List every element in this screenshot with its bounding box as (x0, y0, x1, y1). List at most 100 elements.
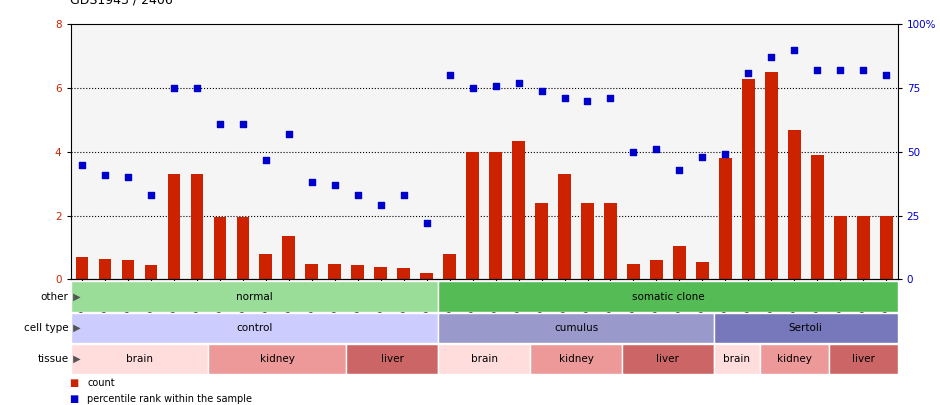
Point (465, 85, 480, 91)
Point (396, 192, 411, 198)
Bar (719, 158, 731, 279)
Bar (622, 344, 713, 374)
Point (718, 151, 733, 158)
Bar (213, 217, 227, 279)
Bar (713, 344, 760, 374)
Bar (742, 79, 755, 279)
Point (672, 166, 687, 173)
Text: ▶: ▶ (70, 292, 80, 302)
Bar (374, 266, 387, 279)
Point (833, 67, 848, 73)
Text: liver: liver (852, 354, 875, 364)
Bar (811, 155, 823, 279)
Bar (398, 268, 410, 279)
Bar (438, 344, 530, 374)
Point (351, 192, 366, 198)
Text: ▶: ▶ (70, 323, 80, 333)
Bar (581, 203, 594, 279)
Bar (604, 203, 617, 279)
Bar (788, 130, 801, 279)
Text: liver: liver (381, 354, 403, 364)
Bar (466, 152, 478, 279)
Point (98, 172, 113, 178)
Point (166, 85, 181, 91)
Bar (765, 72, 777, 279)
Bar (857, 215, 870, 279)
Point (258, 156, 274, 163)
Text: other: other (40, 292, 69, 302)
Bar (650, 260, 663, 279)
Text: ▶: ▶ (70, 354, 80, 364)
Point (695, 154, 710, 160)
Point (189, 85, 204, 91)
Bar (489, 152, 502, 279)
Bar (438, 281, 898, 312)
Point (373, 202, 388, 209)
Text: normal: normal (236, 292, 273, 302)
Point (327, 182, 342, 188)
Bar (209, 344, 346, 374)
Text: liver: liver (656, 354, 680, 364)
Bar (237, 217, 249, 279)
Bar (829, 344, 898, 374)
Bar (673, 246, 685, 279)
Point (534, 87, 549, 94)
Point (120, 174, 135, 181)
Point (557, 95, 572, 102)
Bar (99, 259, 111, 279)
Point (603, 95, 618, 102)
Bar (713, 313, 898, 343)
Bar (167, 174, 180, 279)
Bar (834, 215, 847, 279)
Bar (438, 313, 713, 343)
Bar (70, 344, 209, 374)
Text: tissue: tissue (38, 354, 69, 364)
Text: Sertoli: Sertoli (789, 323, 822, 333)
Point (879, 72, 894, 79)
Bar (121, 260, 134, 279)
Point (649, 146, 664, 153)
Bar (75, 257, 88, 279)
Bar (535, 203, 548, 279)
Bar (627, 264, 640, 279)
Text: cumulus: cumulus (554, 323, 598, 333)
Point (764, 54, 779, 61)
Point (74, 161, 89, 168)
Point (626, 149, 641, 155)
Bar (530, 344, 622, 374)
Bar (420, 273, 433, 279)
Text: GDS1943 / 2406: GDS1943 / 2406 (70, 0, 173, 6)
Text: brain: brain (126, 354, 153, 364)
Bar (352, 265, 364, 279)
Text: ■: ■ (70, 378, 83, 388)
Bar (259, 254, 272, 279)
Bar (191, 174, 203, 279)
Bar (558, 174, 571, 279)
Bar (760, 344, 829, 374)
Point (305, 179, 320, 186)
Point (281, 131, 296, 137)
Point (855, 67, 870, 73)
Point (488, 82, 503, 89)
Bar (696, 262, 709, 279)
Point (235, 121, 250, 127)
Point (144, 192, 159, 198)
Bar (880, 215, 892, 279)
Bar (145, 265, 157, 279)
Text: kidney: kidney (558, 354, 593, 364)
Bar (306, 264, 318, 279)
Bar (346, 344, 438, 374)
Point (212, 121, 227, 127)
Text: control: control (236, 323, 273, 333)
Text: brain: brain (471, 354, 497, 364)
Bar (512, 141, 525, 279)
Bar (328, 264, 341, 279)
Bar (282, 237, 295, 279)
Text: somatic clone: somatic clone (632, 292, 704, 302)
Text: ■: ■ (70, 394, 83, 404)
Text: percentile rank within the sample: percentile rank within the sample (87, 394, 253, 404)
Text: kidney: kidney (259, 354, 295, 364)
Bar (70, 281, 438, 312)
Text: kidney: kidney (776, 354, 812, 364)
Point (442, 72, 457, 79)
